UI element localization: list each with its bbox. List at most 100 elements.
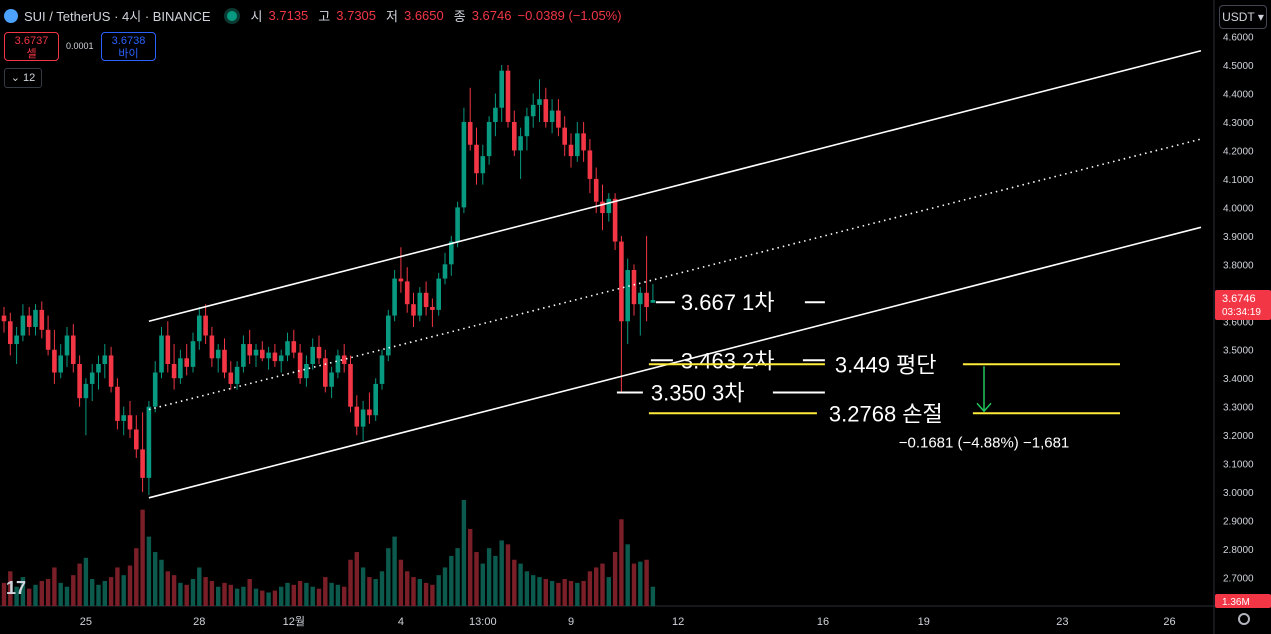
channel-upper-line[interactable] bbox=[148, 50, 1202, 323]
candle-body[interactable] bbox=[606, 198, 612, 214]
candle-body[interactable] bbox=[152, 372, 158, 407]
candle-body[interactable] bbox=[341, 355, 347, 364]
candle-body[interactable] bbox=[316, 346, 322, 359]
settings-gear-icon[interactable] bbox=[1238, 613, 1250, 625]
candle-body[interactable] bbox=[638, 292, 643, 305]
candle-body[interactable] bbox=[619, 241, 624, 322]
candle-body[interactable] bbox=[549, 110, 555, 122]
candle-body[interactable] bbox=[121, 415, 126, 421]
candle-body[interactable] bbox=[417, 292, 423, 316]
candle-body[interactable] bbox=[222, 349, 227, 373]
tradingview-logo-icon[interactable]: 17 bbox=[6, 578, 27, 598]
candle-body[interactable] bbox=[115, 386, 120, 421]
candle-body[interactable] bbox=[297, 352, 303, 379]
candle-body[interactable] bbox=[33, 309, 38, 327]
candle-body[interactable] bbox=[631, 270, 637, 305]
candle-body[interactable] bbox=[512, 121, 517, 151]
candle-body[interactable] bbox=[178, 358, 183, 379]
candle-body[interactable] bbox=[493, 107, 498, 122]
candle-body[interactable] bbox=[127, 415, 133, 430]
candle-body[interactable] bbox=[556, 110, 561, 128]
candle-body[interactable] bbox=[650, 300, 656, 303]
candle-body[interactable] bbox=[562, 127, 567, 145]
candle-body[interactable] bbox=[430, 307, 435, 310]
candle-body[interactable] bbox=[140, 449, 145, 478]
candle-body[interactable] bbox=[367, 409, 372, 416]
candle-body[interactable] bbox=[360, 409, 366, 427]
candle-body[interactable] bbox=[45, 329, 51, 350]
candle-body[interactable] bbox=[386, 315, 391, 356]
indicator-toggle-button[interactable]: ⌄ 12 bbox=[4, 68, 42, 88]
candle-body[interactable] bbox=[159, 335, 164, 373]
channel-lower-line[interactable] bbox=[148, 226, 1202, 499]
candle-body[interactable] bbox=[354, 406, 360, 427]
candle-body[interactable] bbox=[26, 315, 32, 327]
candle-body[interactable] bbox=[190, 341, 196, 367]
candle-body[interactable] bbox=[581, 133, 586, 151]
candle-body[interactable] bbox=[537, 99, 542, 105]
candle-body[interactable] bbox=[436, 278, 441, 310]
candle-body[interactable] bbox=[1, 315, 7, 322]
candle-body[interactable] bbox=[543, 99, 549, 122]
candle-body[interactable] bbox=[241, 344, 246, 367]
candle-body[interactable] bbox=[89, 372, 95, 384]
candle-body[interactable] bbox=[348, 363, 353, 407]
candle-body[interactable] bbox=[568, 144, 574, 157]
candle-body[interactable] bbox=[518, 136, 523, 151]
candle-body[interactable] bbox=[449, 241, 454, 265]
candle-body[interactable] bbox=[335, 355, 341, 373]
candle-body[interactable] bbox=[575, 133, 580, 157]
candle-body[interactable] bbox=[197, 315, 202, 342]
candle-body[interactable] bbox=[234, 366, 240, 384]
candle-body[interactable] bbox=[146, 406, 152, 478]
candle-body[interactable] bbox=[247, 344, 252, 356]
candle-body[interactable] bbox=[228, 372, 234, 384]
candle-body[interactable] bbox=[96, 363, 101, 373]
candle-body[interactable] bbox=[291, 341, 297, 353]
candle-body[interactable] bbox=[253, 349, 259, 356]
candle-body[interactable] bbox=[165, 335, 171, 364]
candle-body[interactable] bbox=[8, 321, 13, 345]
candle-body[interactable] bbox=[20, 315, 26, 336]
sell-button[interactable]: 3.6737 셀 bbox=[4, 32, 59, 61]
candle-body[interactable] bbox=[329, 372, 334, 387]
buy-button[interactable]: 3.6738 바이 bbox=[101, 32, 156, 61]
candle-body[interactable] bbox=[134, 429, 139, 450]
candle-body[interactable] bbox=[404, 281, 410, 305]
candle-body[interactable] bbox=[600, 201, 605, 214]
currency-select[interactable]: USDT ▾ bbox=[1219, 5, 1267, 29]
candle-body[interactable] bbox=[304, 363, 309, 379]
candle-body[interactable] bbox=[260, 349, 265, 359]
candle-body[interactable] bbox=[392, 278, 397, 316]
candle-body[interactable] bbox=[423, 292, 429, 308]
candle-body[interactable] bbox=[58, 355, 63, 373]
candle-body[interactable] bbox=[310, 346, 315, 364]
candle-body[interactable] bbox=[461, 121, 467, 208]
candle-body[interactable] bbox=[323, 358, 328, 387]
candle-body[interactable] bbox=[83, 383, 89, 399]
candle-body[interactable] bbox=[467, 121, 473, 145]
symbol-title[interactable]: SUI / TetherUS · 4시 · BINANCE bbox=[24, 9, 211, 24]
candle-body[interactable] bbox=[587, 150, 593, 179]
candle-body[interactable] bbox=[398, 278, 404, 282]
candle-body[interactable] bbox=[285, 341, 290, 356]
candle-body[interactable] bbox=[486, 121, 492, 157]
candle-body[interactable] bbox=[52, 349, 57, 373]
candle-body[interactable] bbox=[455, 207, 460, 242]
candle-body[interactable] bbox=[266, 352, 271, 359]
channel-middle-line[interactable] bbox=[148, 138, 1202, 411]
candle-body[interactable] bbox=[644, 292, 649, 308]
candle-body[interactable] bbox=[171, 363, 177, 379]
candle-body[interactable] bbox=[108, 355, 114, 387]
candle-body[interactable] bbox=[625, 270, 630, 322]
candle-body[interactable] bbox=[442, 264, 448, 279]
candle-body[interactable] bbox=[411, 304, 416, 316]
candle-body[interactable] bbox=[530, 104, 536, 117]
candle-body[interactable] bbox=[499, 70, 504, 108]
candle-body[interactable] bbox=[14, 335, 19, 345]
candle-body[interactable] bbox=[474, 144, 479, 174]
candle-body[interactable] bbox=[524, 116, 530, 137]
candle-body[interactable] bbox=[209, 335, 215, 359]
candle-body[interactable] bbox=[71, 335, 76, 364]
